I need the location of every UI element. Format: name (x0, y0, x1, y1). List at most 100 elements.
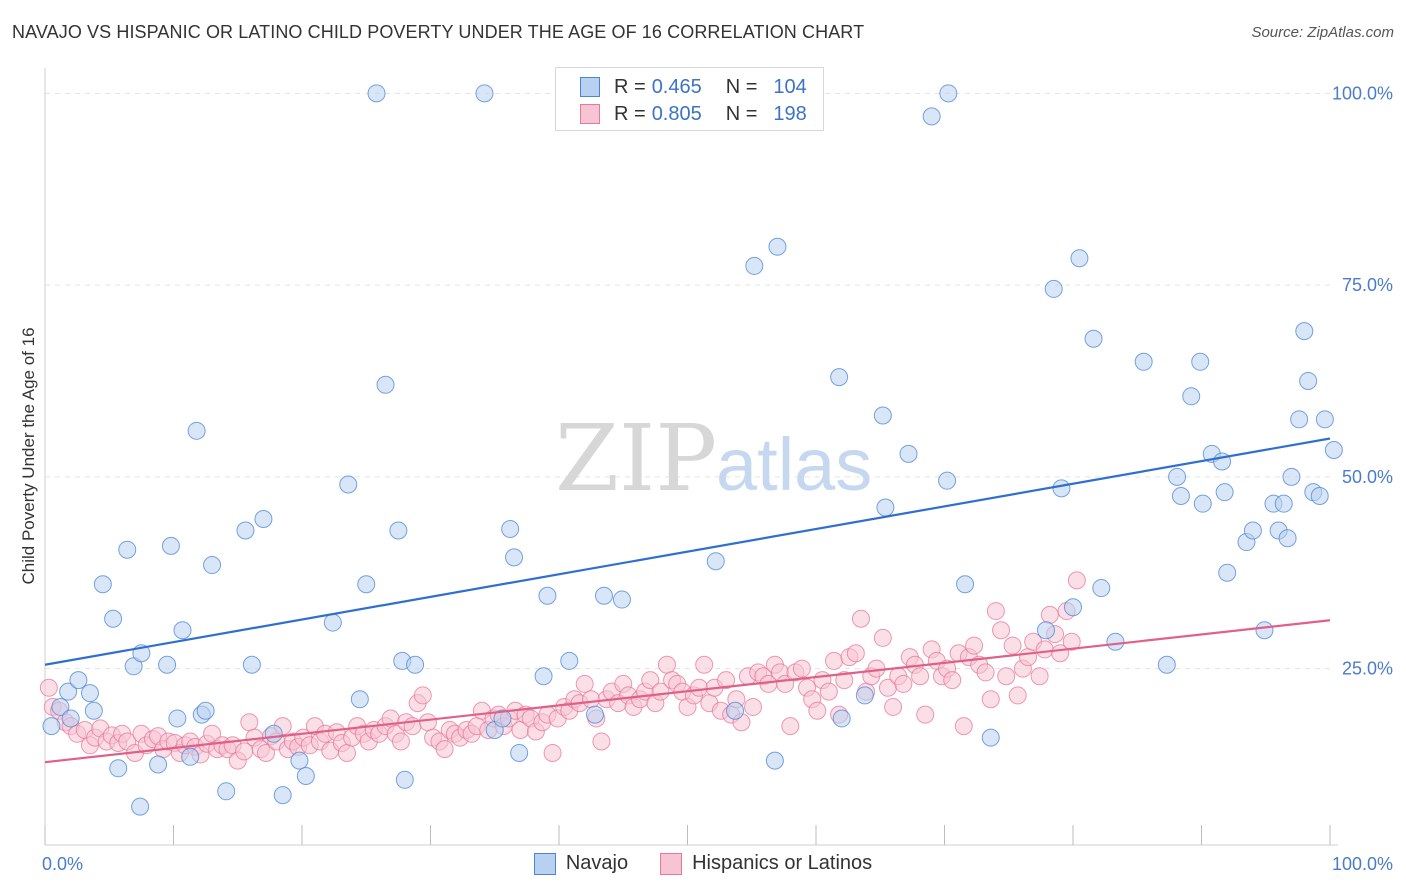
hisp-point (916, 705, 935, 724)
navajo-point (832, 709, 851, 728)
legend-r-value: 0.805 (651, 102, 702, 125)
navajo-point (236, 521, 255, 540)
navajo-point (254, 510, 273, 529)
hisp-point (997, 667, 1016, 686)
navajo-point (104, 609, 123, 628)
hisp-point (641, 671, 660, 690)
navajo-point (612, 590, 631, 609)
watermark-atlas: atlas (716, 423, 872, 506)
navajo-point (510, 743, 529, 762)
hisp-point (418, 713, 437, 732)
hisp-point (337, 743, 356, 762)
watermark: ZIP atlas (555, 405, 872, 512)
navajo-point (389, 521, 408, 540)
navajo-point (765, 751, 784, 770)
navajo-point (706, 552, 725, 571)
navajo-point (1215, 483, 1234, 502)
hisp-point (1035, 640, 1054, 659)
navajo-point (118, 540, 137, 559)
hisp-point (435, 740, 454, 759)
hisp-point (846, 644, 865, 663)
navajo-point (922, 107, 941, 126)
hisp-point (1003, 636, 1022, 655)
navajo-point (1106, 632, 1125, 651)
x-tick-label-end: 100.0% (1332, 854, 1393, 874)
navajo-point (560, 651, 579, 670)
navajo-point (830, 368, 849, 387)
navajo-point (493, 709, 512, 728)
navajo-point (131, 797, 150, 816)
navajo-point (585, 705, 604, 724)
navajo-point (534, 667, 553, 686)
y-tick-label: 25.0% (1342, 659, 1393, 679)
navajo-point (745, 256, 764, 275)
navajo-point (1218, 563, 1237, 582)
bottom-legend: Navajo Hispanics or Latinos (0, 852, 1406, 875)
navajo-point (1191, 352, 1210, 371)
y-tick-label: 50.0% (1342, 467, 1393, 487)
hisp-point (690, 678, 709, 697)
navajo-point (406, 655, 425, 674)
navajo-point (1084, 329, 1103, 348)
bottom-legend-swatch-navajo (533, 852, 556, 875)
navajo-point (1182, 387, 1201, 406)
x-tick-labels: 0.0% 100.0% (42, 854, 1393, 874)
legend-n-value: 198 (773, 102, 807, 125)
navajo-point (1295, 322, 1314, 341)
hisp-point (894, 674, 913, 693)
navajo-point (181, 747, 200, 766)
navajo-point (855, 686, 874, 705)
navajo-point (1255, 621, 1274, 640)
navajo-point (1134, 352, 1153, 371)
hisp-point (575, 674, 594, 693)
navajo-point (350, 690, 369, 709)
navajo-point (876, 498, 895, 517)
navajo-point (168, 709, 187, 728)
hisp-point (884, 697, 903, 716)
hisp-point (819, 682, 838, 701)
hisp-trend-line (44, 619, 1331, 764)
navajo-point (196, 701, 215, 720)
navajo-point (1274, 494, 1293, 513)
navajo-point (1299, 371, 1318, 390)
navajo-point (1157, 655, 1176, 674)
hisp-point (781, 717, 800, 736)
bottom-legend-label-hisp: Hispanics or Latinos (692, 852, 873, 874)
navajo-point (768, 237, 787, 256)
hisp-point (835, 671, 854, 690)
hisp-point (981, 690, 1000, 709)
bottom-legend-hisp: Hispanics or Latinos (660, 852, 872, 875)
navajo-point (290, 751, 309, 770)
hisp-point (1008, 686, 1027, 705)
navajo-point (981, 728, 1000, 747)
navajo-point (1310, 487, 1329, 506)
hisp-point (808, 701, 827, 720)
hisp-point (851, 609, 870, 628)
navajo-point (1193, 494, 1212, 513)
navajo-point (367, 84, 386, 103)
hisp-point (744, 697, 763, 716)
trend-lines (44, 437, 1331, 764)
legend-r-label: R = (614, 102, 646, 125)
navajo-point (1243, 521, 1262, 540)
navajo-point (376, 375, 395, 394)
legend-n-label: N = (725, 102, 758, 125)
hisp-point (986, 602, 1005, 621)
navajo-point (956, 575, 975, 594)
navajo-point (899, 444, 918, 463)
navajo-point (538, 586, 557, 605)
navajo-point (42, 717, 61, 736)
y-tick-labels: 25.0% 50.0% 75.0% 100.0% (1332, 83, 1393, 678)
hisp-point (651, 682, 670, 701)
navajo-point (242, 655, 261, 674)
legend-r-label: R = (614, 75, 646, 98)
hisp-point (992, 621, 1011, 640)
axes (44, 68, 1338, 846)
navajo-point (873, 406, 892, 425)
navajo-point (1092, 579, 1111, 598)
x-tick-label-start: 0.0% (42, 854, 83, 874)
navajo-point (51, 697, 70, 716)
navajo-point (1278, 529, 1297, 548)
hisp-point (873, 628, 892, 647)
hisp-point (1030, 667, 1049, 686)
